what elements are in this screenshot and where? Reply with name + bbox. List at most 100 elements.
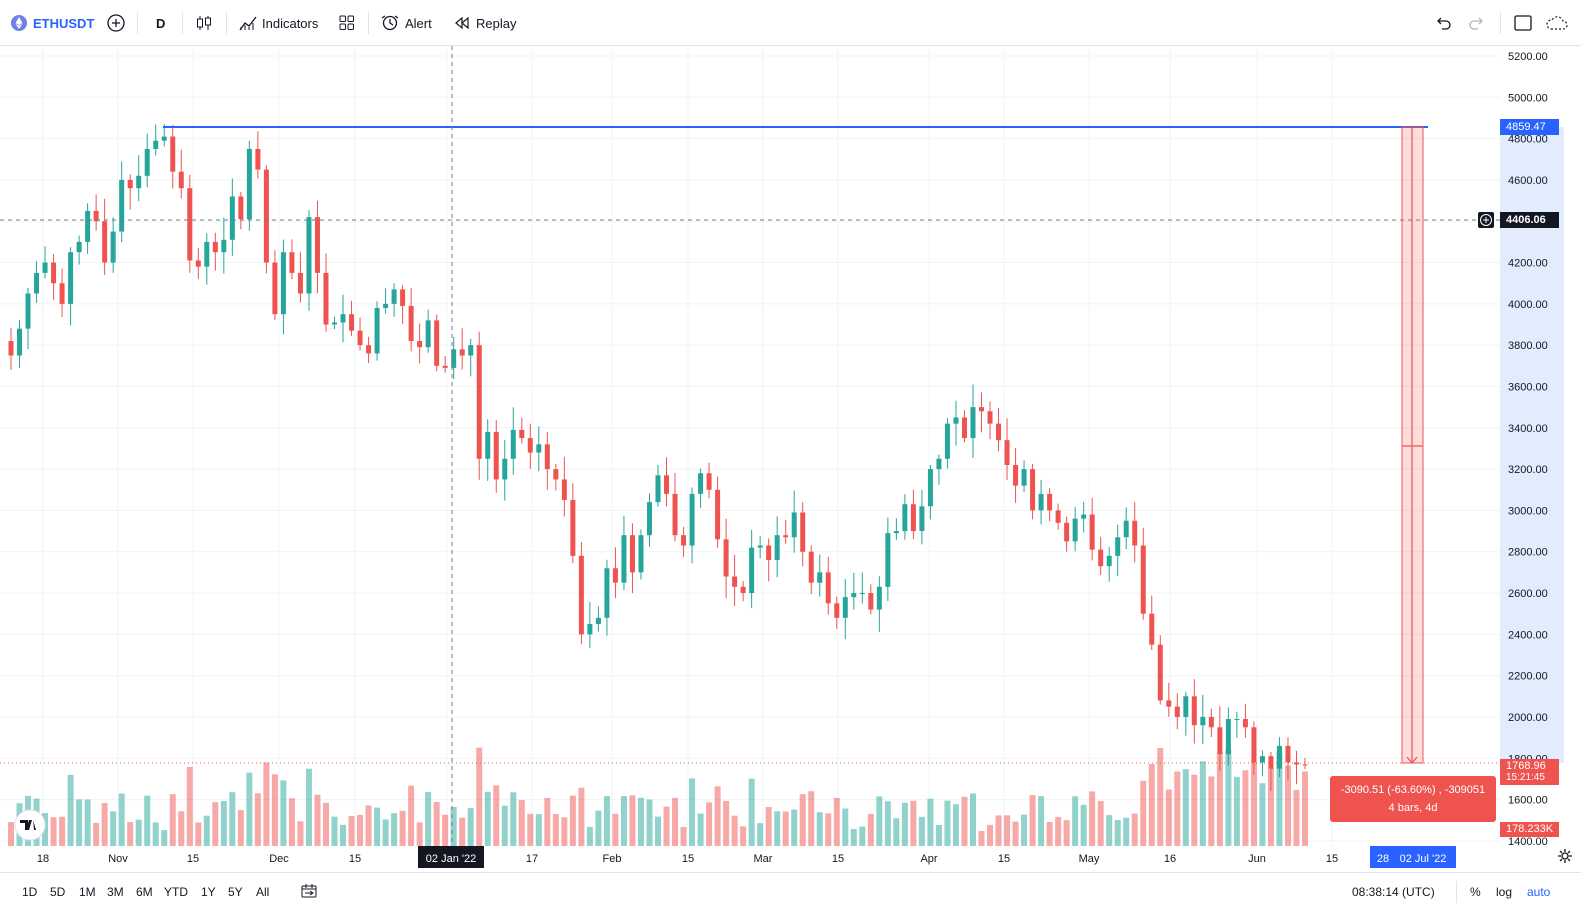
volume-bar bbox=[118, 793, 125, 846]
candlestick-chart[interactable] bbox=[0, 46, 1500, 846]
candle-body bbox=[936, 458, 942, 470]
indicators-button[interactable]: Indicators bbox=[238, 10, 318, 36]
volume-bar bbox=[1259, 783, 1266, 846]
volume-bar bbox=[944, 800, 951, 846]
volume-bar bbox=[1199, 761, 1206, 846]
volume-bar bbox=[212, 802, 219, 846]
toolbar-divider bbox=[226, 12, 227, 34]
volume-bar bbox=[229, 792, 236, 846]
save-cloud-button[interactable] bbox=[1545, 10, 1569, 36]
candle-body bbox=[204, 241, 210, 267]
undo-button[interactable] bbox=[1434, 10, 1452, 36]
volume-bar bbox=[825, 813, 832, 846]
candle-body bbox=[774, 535, 780, 560]
time-axis-scale[interactable]: 18 Nov 15 Dec 15 17 Feb 15 Mar 15 Apr 15 May 16 Jun 15 … bbox=[0, 846, 1581, 870]
candle-body bbox=[425, 320, 431, 348]
range-button-1m[interactable]: 1M bbox=[79, 885, 96, 899]
candle-body bbox=[1276, 745, 1282, 769]
indicators-label: Indicators bbox=[262, 15, 319, 31]
percent-toggle[interactable]: % bbox=[1470, 885, 1481, 899]
candle-body bbox=[646, 502, 652, 536]
volume-bar bbox=[263, 762, 270, 846]
candle-body bbox=[238, 196, 244, 220]
volume-bar bbox=[995, 815, 1002, 846]
price-tick-label: 3800.00 bbox=[1508, 340, 1548, 352]
chart-grid bbox=[0, 46, 1500, 846]
candle-body bbox=[961, 417, 967, 439]
candle-body bbox=[306, 217, 312, 294]
candle-body bbox=[1217, 727, 1223, 755]
price-axis[interactable]: 5200.005000.004800.004600.004400.004200.… bbox=[1478, 46, 1581, 848]
date-range-button[interactable] bbox=[300, 882, 318, 903]
volume-bar bbox=[1004, 815, 1011, 846]
candle-body bbox=[851, 593, 857, 598]
volume-bar bbox=[340, 824, 347, 846]
candle-body bbox=[1174, 706, 1180, 717]
volume-bar bbox=[467, 808, 474, 846]
symbol-search-button[interactable]: ETHUSDT bbox=[10, 10, 94, 36]
time-axis[interactable]: 18 Nov 15 Dec 15 17 Feb 15 Mar 15 Apr 15 May 16 Jun 15 … bbox=[0, 846, 1581, 870]
range-button-5y[interactable]: 5Y bbox=[228, 885, 243, 899]
volume-bar bbox=[518, 800, 525, 846]
replay-button[interactable]: Replay bbox=[453, 10, 516, 36]
candle-body bbox=[144, 148, 150, 176]
templates-button[interactable] bbox=[338, 10, 356, 36]
candle-body bbox=[1140, 545, 1146, 614]
candle-body bbox=[1098, 549, 1104, 567]
range-button-5d[interactable]: 5D bbox=[50, 885, 66, 899]
volume-bar bbox=[484, 791, 491, 846]
range-button-ytd[interactable]: YTD bbox=[164, 885, 188, 899]
volume-bar bbox=[357, 814, 364, 846]
time-tick-label: Mar bbox=[754, 853, 773, 865]
volume-bar bbox=[1302, 771, 1308, 846]
chart-pane[interactable]: -3090.51 (-63.60%) , -309051 4 bars, 4d bbox=[0, 46, 1500, 846]
range-button-1y[interactable]: 1Y bbox=[201, 885, 216, 899]
volume-bar bbox=[637, 797, 644, 846]
volume-bar bbox=[501, 805, 508, 846]
candle-body bbox=[885, 533, 891, 587]
candle-body bbox=[1191, 696, 1197, 726]
volume-bar bbox=[1029, 795, 1036, 846]
volume-bar bbox=[84, 799, 91, 846]
volume-bar bbox=[833, 797, 840, 846]
candle-body bbox=[502, 458, 508, 480]
range-button-1d[interactable]: 1D bbox=[22, 885, 38, 899]
range-button-all[interactable]: All bbox=[256, 885, 270, 899]
chart-type-button[interactable] bbox=[195, 10, 213, 36]
alert-button[interactable]: Alert bbox=[380, 10, 432, 36]
time-tick-label: Dec bbox=[269, 853, 289, 865]
volume-bar bbox=[527, 813, 534, 846]
volume-bar bbox=[799, 794, 806, 846]
log-toggle[interactable]: log bbox=[1496, 885, 1513, 899]
volume-bar bbox=[442, 814, 449, 846]
volume-bar bbox=[1242, 770, 1249, 846]
redo-button[interactable] bbox=[1468, 10, 1486, 36]
candle-body bbox=[561, 479, 567, 501]
time-tick-label: 15 bbox=[187, 853, 199, 865]
settings-gear-icon[interactable] bbox=[1556, 847, 1574, 865]
candle-body bbox=[1242, 719, 1248, 728]
candle-body bbox=[212, 241, 218, 253]
candle-body bbox=[740, 586, 746, 594]
volume-bar bbox=[1208, 776, 1215, 846]
layout-button[interactable] bbox=[1513, 10, 1533, 36]
price-axis-scale[interactable]: 5200.005000.004800.004600.004400.004200.… bbox=[1500, 46, 1581, 848]
range-button-6m[interactable]: 6M bbox=[136, 885, 153, 899]
volume-bar bbox=[672, 797, 679, 846]
candle-body bbox=[110, 231, 116, 263]
clock-label[interactable]: 08:38:14 (UTC) bbox=[1352, 885, 1435, 899]
candle-body bbox=[876, 586, 882, 610]
volume-bar bbox=[808, 791, 815, 846]
candle-body bbox=[757, 545, 763, 548]
candle-body bbox=[527, 438, 533, 453]
add-symbol-button[interactable] bbox=[106, 10, 126, 36]
candle-body bbox=[374, 307, 380, 354]
tradingview-logo[interactable] bbox=[14, 809, 46, 841]
interval-button[interactable]: D bbox=[156, 15, 166, 31]
range-button-3m[interactable]: 3M bbox=[107, 885, 124, 899]
volume-bar bbox=[876, 796, 883, 846]
candle-body bbox=[1004, 440, 1010, 465]
crosshair-add-icon[interactable] bbox=[1478, 212, 1494, 228]
candle-body bbox=[987, 411, 993, 424]
auto-toggle[interactable]: auto bbox=[1527, 885, 1551, 899]
